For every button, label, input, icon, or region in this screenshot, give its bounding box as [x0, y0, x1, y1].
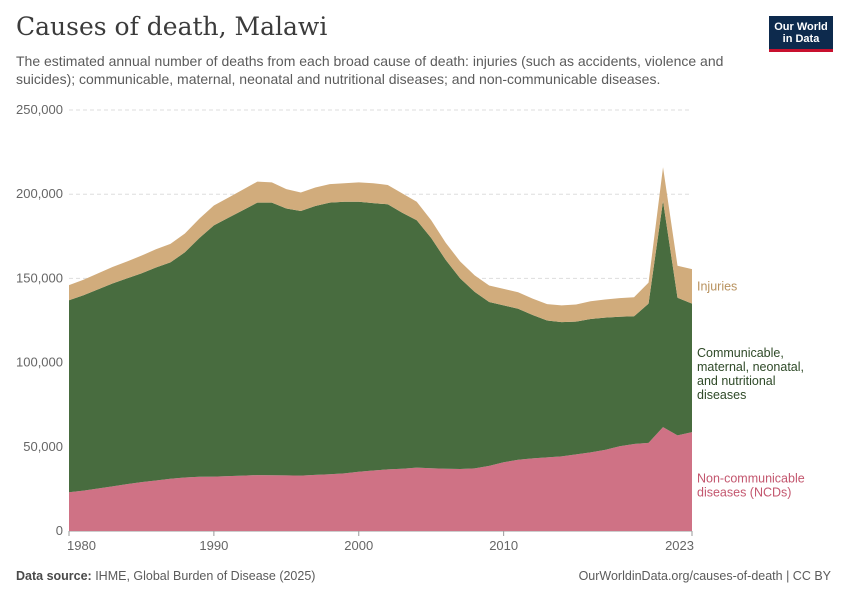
- series-label-line: maternal, neonatal,: [697, 360, 804, 374]
- logo-line-1: Our World: [774, 21, 828, 33]
- series-label-line: Injuries: [697, 279, 737, 293]
- series-label-line: Communicable,: [697, 346, 784, 360]
- series-label-line: diseases (NCDs): [697, 486, 791, 500]
- stacked-areas: [69, 167, 692, 531]
- owid-logo[interactable]: Our World in Data: [769, 16, 833, 52]
- chart-title: Causes of death, Malawi: [16, 12, 328, 41]
- y-tick-label: 200,000: [16, 186, 63, 201]
- y-tick-label: 150,000: [16, 270, 63, 285]
- data-source-label: Data source:: [16, 569, 92, 583]
- y-tick-label: 100,000: [16, 355, 63, 370]
- series-label-line: Non-communicable: [697, 472, 805, 486]
- area-series-1[interactable]: [69, 200, 692, 493]
- x-tick-label: 1980: [67, 538, 96, 553]
- data-source-text: IHME, Global Burden of Disease (2025): [91, 569, 316, 583]
- x-tick-label: 2000: [344, 538, 373, 553]
- chart-subtitle: The estimated annual number of deaths fr…: [16, 53, 724, 87]
- area-series-2[interactable]: [69, 167, 692, 323]
- series-label-line: diseases: [697, 388, 746, 402]
- x-tick-label: 2010: [489, 538, 518, 553]
- x-tick-label: 1990: [199, 538, 228, 553]
- x-tick-label: 2023: [665, 538, 694, 553]
- logo-line-2: in Data: [782, 33, 820, 45]
- series-label-line: and nutritional: [697, 374, 776, 388]
- y-tick-label: 50,000: [23, 439, 63, 454]
- y-axis: 0 50,000 100,000 150,000 200,000 250,000: [16, 102, 63, 538]
- data-source: Data source: IHME, Global Burden of Dise…: [16, 569, 315, 583]
- area-series-0[interactable]: [69, 427, 692, 531]
- x-axis: 1980 1990 2000 2010 2023: [67, 531, 694, 553]
- y-tick-label: 0: [56, 523, 63, 538]
- source-url-link[interactable]: OurWorldinData.org/causes-of-death | CC …: [578, 569, 831, 583]
- y-tick-label: 250,000: [16, 102, 63, 117]
